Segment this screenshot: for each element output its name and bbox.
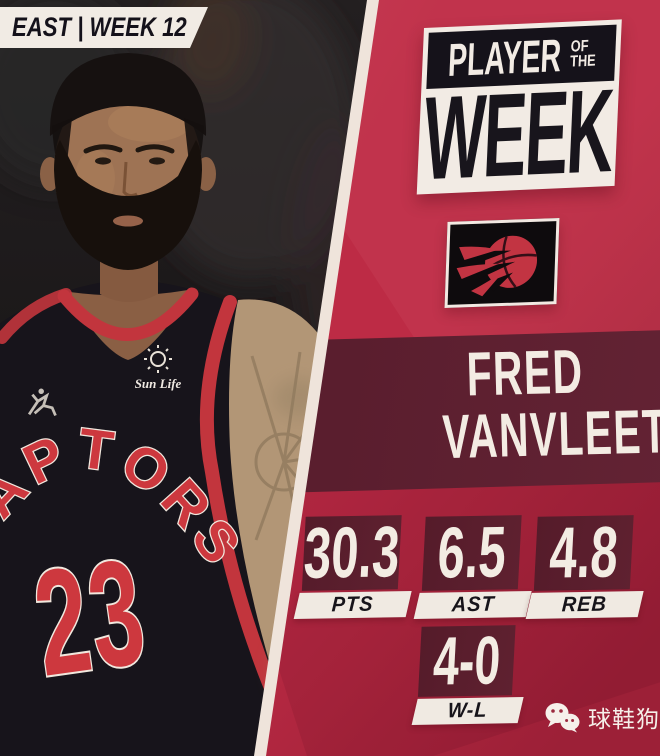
stat-value: 4.8 <box>547 512 620 594</box>
jersey-shoulder-trim <box>0 288 72 344</box>
stat-value: 30.3 <box>302 512 402 594</box>
sun-life-icon: Sun Life <box>135 345 182 391</box>
wechat-icon <box>545 703 580 733</box>
jersey-number: 23 <box>25 528 156 709</box>
stat-label-bar: PTS <box>293 590 412 620</box>
stat-label-bar: REB <box>525 590 644 620</box>
team-logo-box <box>444 217 560 309</box>
player-last-name: VANVLEET <box>441 397 660 473</box>
raptors-logo-icon <box>456 235 538 297</box>
stat-points: 30.3 PTS <box>293 512 412 620</box>
stat-value-box: 6.5 <box>421 512 522 594</box>
watermark-text: 球鞋狗 <box>588 707 660 733</box>
stat-value-box: 30.3 <box>301 512 402 594</box>
jersey-patch-text: Sun Life <box>135 376 182 391</box>
jersey-armhole-trim <box>199 295 283 707</box>
jersey-neck-trim <box>57 287 199 341</box>
potw-week-word: WEEK <box>421 64 615 206</box>
stat-value-box: 4-0 <box>417 622 516 700</box>
stat-assists: 6.5 AST <box>413 512 532 620</box>
record-label: W-L <box>447 698 489 723</box>
stat-label: PTS <box>331 592 375 617</box>
stat-record: 4-0 W-L <box>411 622 524 725</box>
player-head <box>40 53 216 302</box>
stat-label: AST <box>450 592 495 617</box>
potw-badge: PLAYER OF THE WEEK <box>416 19 622 206</box>
conference-week-label: EAST | WEEK 12 <box>12 12 187 42</box>
watermark: 球鞋狗 <box>544 700 660 734</box>
stat-value-box: 4.8 <box>533 512 634 594</box>
chest <box>70 290 188 360</box>
stat-value: 6.5 <box>435 512 508 594</box>
stat-rebounds: 4.8 REB <box>525 512 644 620</box>
player-first-name: FRED <box>465 337 585 410</box>
jumpman-icon <box>27 388 57 417</box>
stat-label: REB <box>561 592 608 617</box>
stat-label-bar: AST <box>413 590 532 620</box>
conference-week-badge: EAST | WEEK 12 <box>0 7 208 48</box>
record-value: 4-0 <box>431 622 503 700</box>
stat-label-bar: W-L <box>411 697 524 725</box>
